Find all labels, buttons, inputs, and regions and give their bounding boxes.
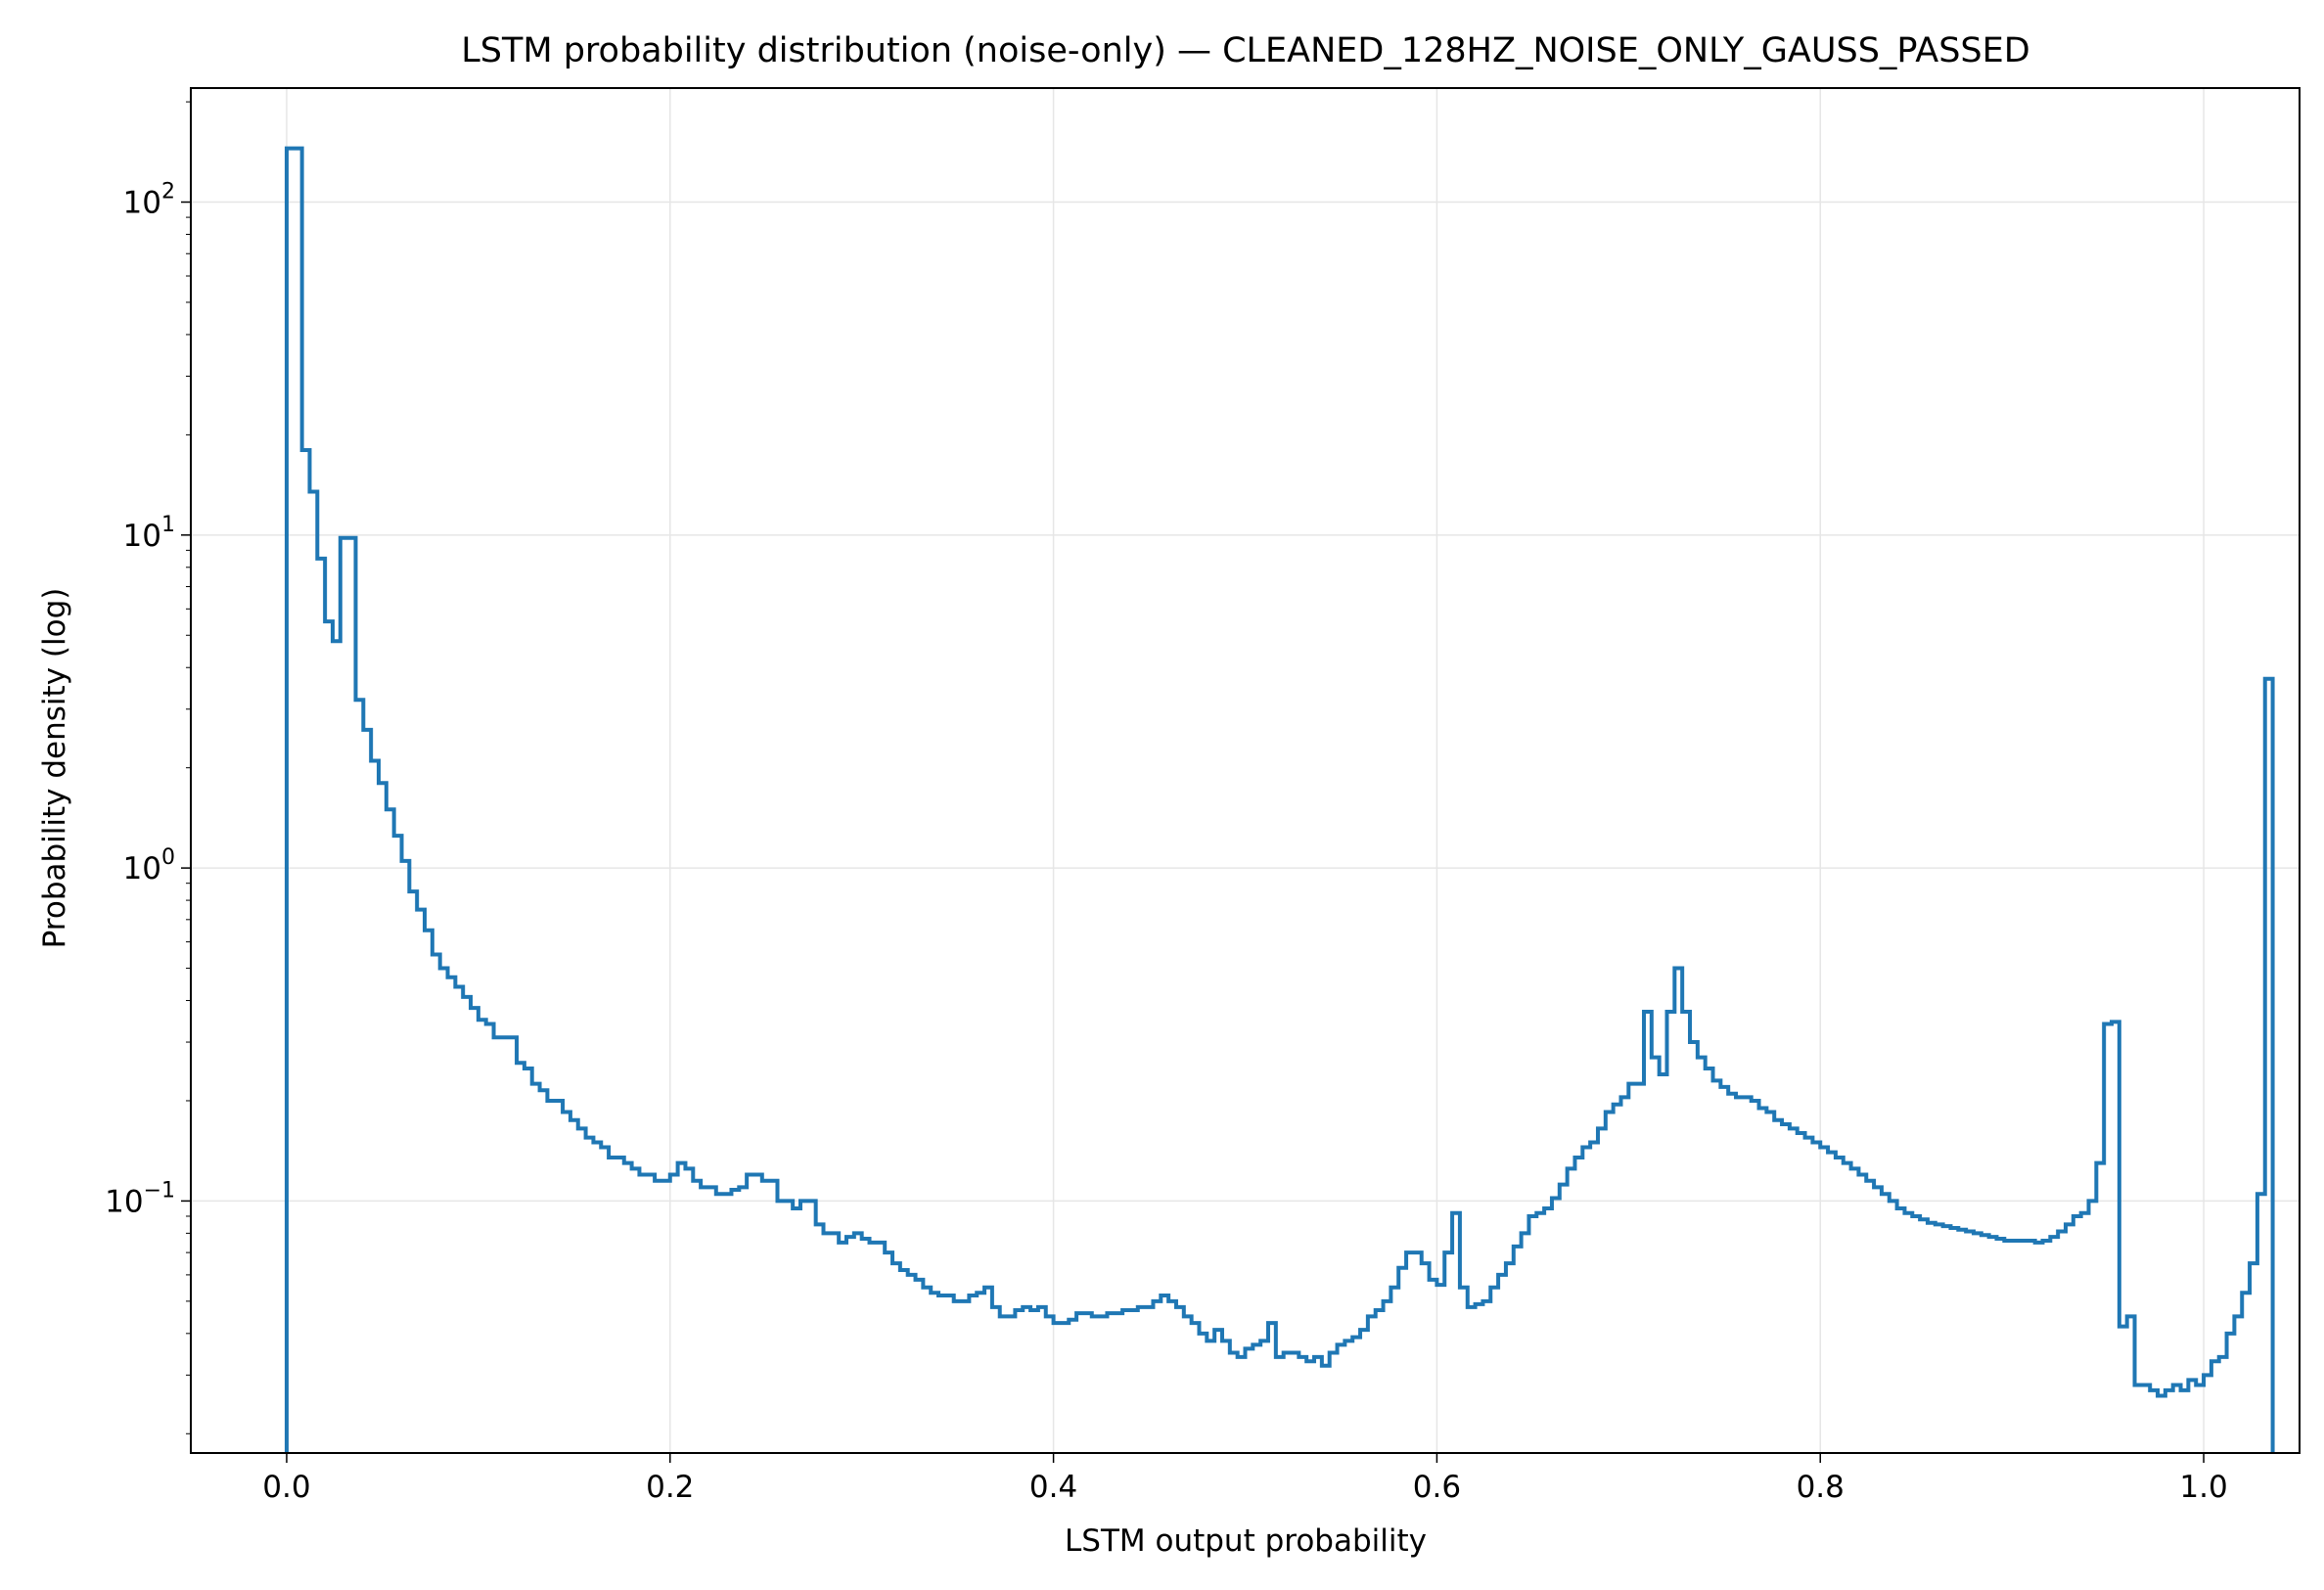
x-tick-label: 0.8: [1797, 1470, 1845, 1505]
x-axis-label: LSTM output probability: [1065, 1523, 1427, 1559]
x-tick-label: 0.0: [262, 1470, 310, 1505]
histogram-step-line: [284, 146, 2275, 1453]
x-tick-label: 0.4: [1029, 1470, 1077, 1505]
y-tick-label: 102: [123, 180, 175, 221]
axes-frame: [190, 87, 2301, 1454]
y-tick-label: 100: [123, 845, 175, 886]
x-tick-label: 0.2: [646, 1470, 694, 1505]
chart-title: LSTM probability distribution (noise-onl…: [461, 31, 2029, 70]
y-tick-label: 10−1: [105, 1178, 175, 1219]
y-tick-label: 101: [123, 513, 175, 554]
x-tick-label: 0.6: [1413, 1470, 1461, 1505]
x-tick-label: 1.0: [2179, 1470, 2227, 1505]
y-axis-label: Probability density (log): [37, 588, 72, 949]
